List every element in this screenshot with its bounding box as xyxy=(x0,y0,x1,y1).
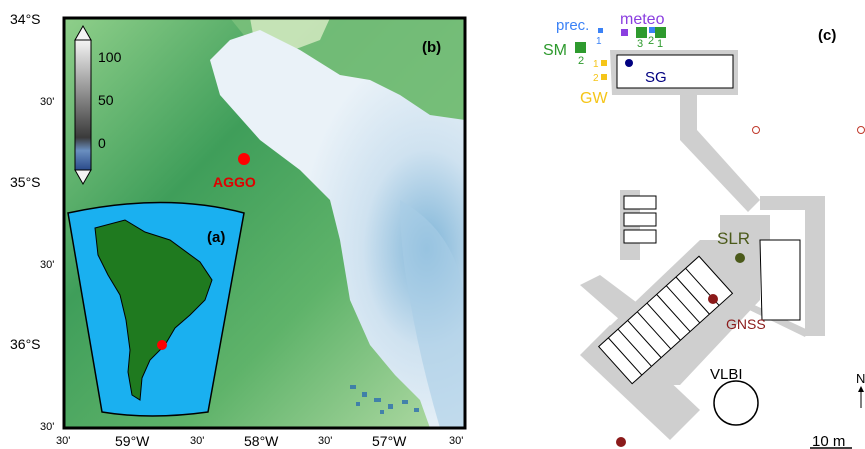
latitude-labels: 34°S 30' 35°S 30' 36°S 30' xyxy=(10,11,54,433)
meteo-number-3: 3 xyxy=(637,38,643,50)
prec-number: 1 xyxy=(596,36,602,47)
small-buildings xyxy=(623,195,657,244)
gw-label: GW xyxy=(580,90,608,107)
map-frame xyxy=(62,16,467,430)
panel-label-a: (a) xyxy=(207,229,225,246)
panel-label-c: (c) xyxy=(818,27,836,44)
svg-text:30': 30' xyxy=(56,435,70,447)
gw-number-1: 1 xyxy=(593,59,599,70)
sm-number: 2 xyxy=(578,55,584,67)
gw-marker-2 xyxy=(601,74,607,80)
colorbar-tick-100: 100 xyxy=(98,49,122,65)
svg-text:58°W: 58°W xyxy=(244,433,279,449)
meteo-marker-1 xyxy=(621,29,628,36)
svg-text:30': 30' xyxy=(40,421,54,433)
meteo-number-1: 1 xyxy=(657,38,663,50)
south-america-landmass xyxy=(94,219,213,401)
svg-text:59°W: 59°W xyxy=(115,433,150,449)
gnss-marker-south xyxy=(616,437,626,447)
sg-marker xyxy=(625,59,633,67)
meteo-label: meteo xyxy=(620,11,665,28)
inset-site-marker xyxy=(157,340,167,350)
vlbi-antenna xyxy=(713,380,759,426)
sm-marker-3 xyxy=(636,27,647,38)
sg-label: SG xyxy=(645,69,667,86)
slr-label: SLR xyxy=(717,229,750,248)
svg-text:30': 30' xyxy=(190,435,204,447)
svg-text:57°W: 57°W xyxy=(372,433,407,449)
aggo-marker xyxy=(238,153,250,165)
gnss-marker xyxy=(708,294,718,304)
sg-building xyxy=(616,54,734,89)
svg-text:30': 30' xyxy=(318,435,332,447)
slr-marker xyxy=(735,253,745,263)
meteo-number-2: 2 xyxy=(648,35,654,47)
gw-marker-1 xyxy=(601,60,607,66)
striped-building xyxy=(597,255,734,385)
svg-text:30': 30' xyxy=(40,259,54,271)
colorbar-tick-50: 50 xyxy=(98,92,114,108)
scale-bar-label: 10 m xyxy=(812,433,845,449)
aggo-label: AGGO xyxy=(213,174,256,190)
benchmark-marker xyxy=(857,126,865,134)
prec-marker xyxy=(598,28,603,33)
site-plan: SG VLBI SLR GNSS xyxy=(543,11,865,449)
prec-label: prec. xyxy=(556,17,589,34)
colorbar-tick-0: 0 xyxy=(98,135,106,151)
sm-marker-1 xyxy=(655,27,666,38)
gw-number-2: 2 xyxy=(593,73,599,84)
svg-text:34°S: 34°S xyxy=(10,11,41,27)
sm-marker-2 xyxy=(649,27,655,33)
svg-text:30': 30' xyxy=(449,435,463,447)
elevation-colorbar: 100 50 0 xyxy=(74,24,122,186)
sm-label: SM xyxy=(543,42,567,59)
svg-text:30': 30' xyxy=(40,96,54,108)
deep-water xyxy=(400,200,465,428)
right-building xyxy=(759,239,801,321)
longitude-labels: 30' 59°W 30' 58°W 30' 57°W 30' xyxy=(56,433,463,449)
vlbi-label: VLBI xyxy=(710,366,743,383)
coastal-marsh xyxy=(350,385,419,414)
panel-label-b: (b) xyxy=(422,39,441,56)
svg-text:36°S: 36°S xyxy=(10,336,41,352)
gnss-label: GNSS xyxy=(726,316,766,332)
svg-text:35°S: 35°S xyxy=(10,174,41,190)
benchmark-marker xyxy=(752,126,760,134)
north-label: N xyxy=(856,371,865,386)
sm-marker-left xyxy=(575,42,586,53)
south-america-inset: (a) xyxy=(67,201,245,417)
estuary-water xyxy=(210,30,465,428)
